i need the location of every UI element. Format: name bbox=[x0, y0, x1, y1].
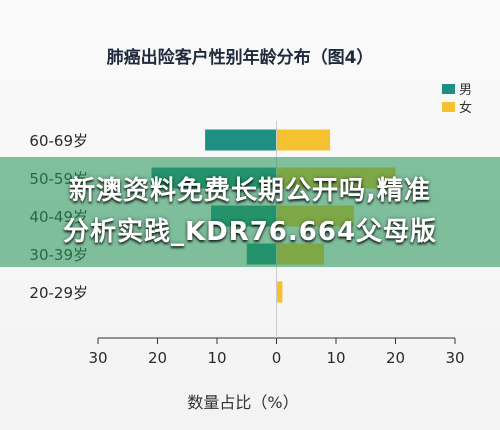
x-tick-label-0: 30 bbox=[88, 349, 107, 367]
legend-swatch-1 bbox=[442, 102, 455, 112]
x-tick-label-6: 30 bbox=[445, 349, 464, 367]
x-axis-label: 数量占比（%） bbox=[187, 393, 298, 412]
legend: 男女 bbox=[442, 83, 472, 116]
x-tick-label-2: 10 bbox=[207, 349, 226, 367]
watermark-band bbox=[0, 157, 500, 267]
bar-male-0 bbox=[205, 129, 277, 151]
overlay-headline-line2: 分析实践_KDR76.664父母版 bbox=[62, 217, 438, 247]
legend-swatch-0 bbox=[442, 84, 455, 94]
category-label-4: 20-29岁 bbox=[29, 284, 88, 302]
x-tick-label-5: 20 bbox=[386, 349, 405, 367]
legend-label-1: 女 bbox=[459, 100, 472, 116]
legend-label-0: 男 bbox=[459, 83, 472, 98]
category-label-0: 60-69岁 bbox=[29, 132, 88, 150]
bar-female-0 bbox=[276, 129, 331, 151]
x-tick-label-4: 10 bbox=[326, 349, 345, 367]
x-tick-label-1: 20 bbox=[148, 349, 167, 367]
bar-female-4 bbox=[276, 281, 283, 303]
x-tick-label-3: 0 bbox=[272, 349, 282, 367]
overlay-headline-line1: 新澳资料免费长期公开吗,精准 bbox=[69, 176, 431, 206]
chart-title: 肺癌出险客户性别年龄分布（图4） bbox=[107, 47, 374, 68]
